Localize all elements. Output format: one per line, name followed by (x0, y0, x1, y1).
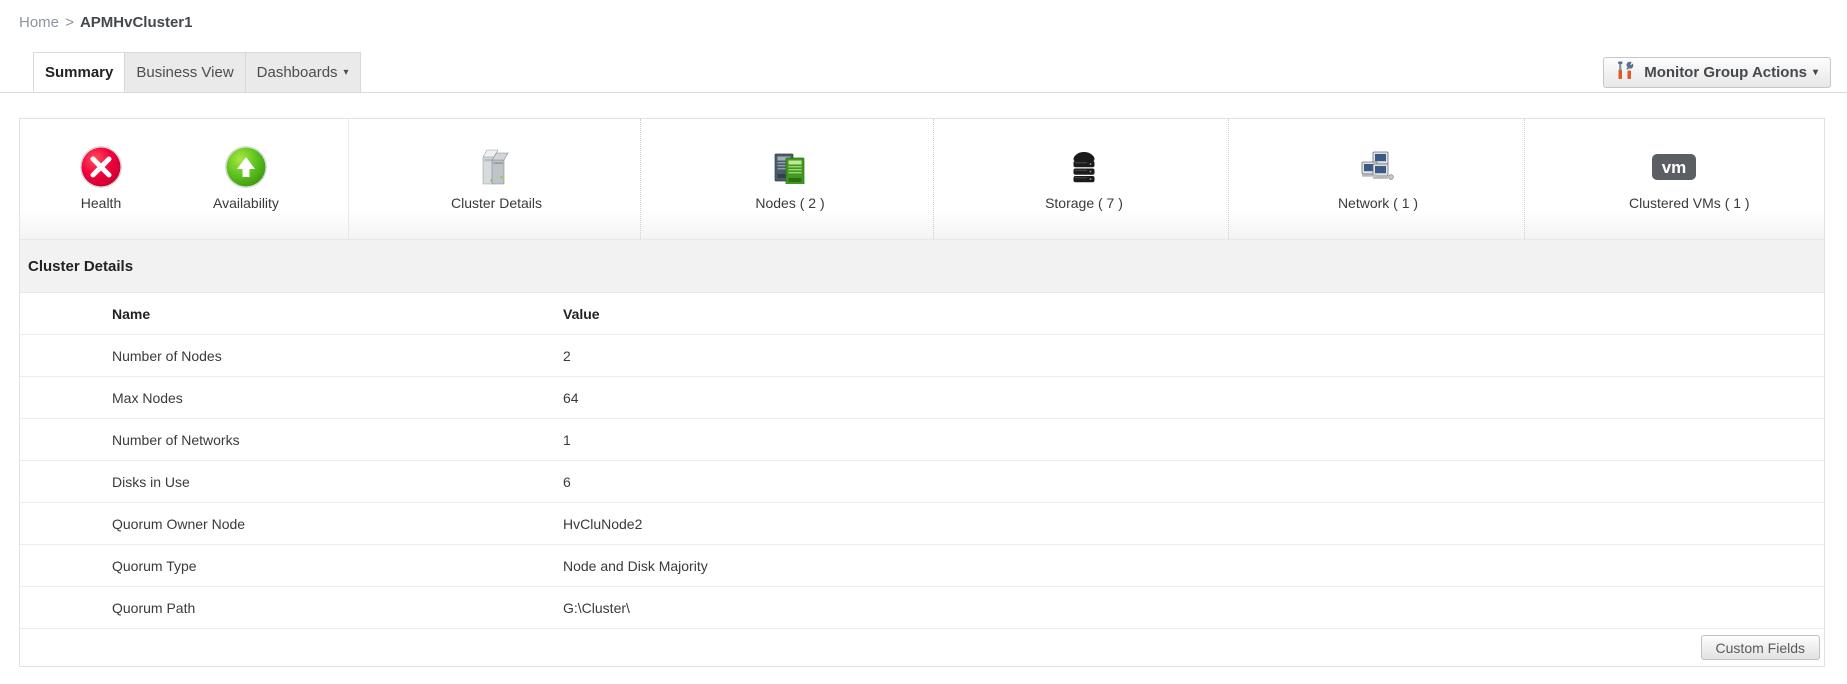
svg-text:vm: vm (1662, 158, 1687, 177)
